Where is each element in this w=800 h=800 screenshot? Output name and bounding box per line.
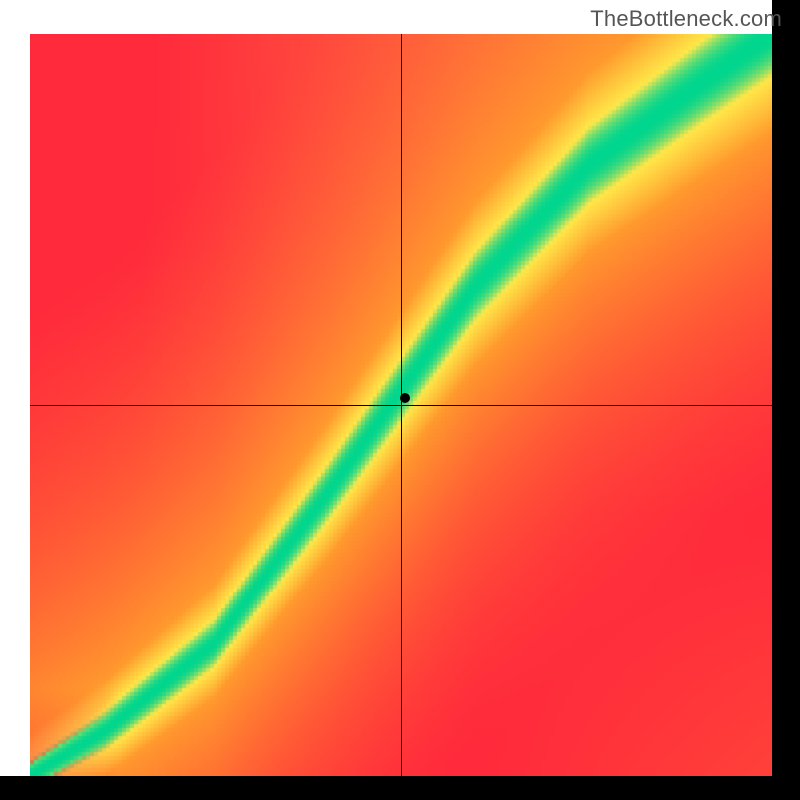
watermark-text: TheBottleneck.com [590, 6, 782, 32]
plot-border-bottom [0, 776, 800, 800]
crosshair-horizontal [30, 405, 772, 406]
plot-border-right [772, 0, 800, 800]
selection-marker [400, 393, 410, 403]
